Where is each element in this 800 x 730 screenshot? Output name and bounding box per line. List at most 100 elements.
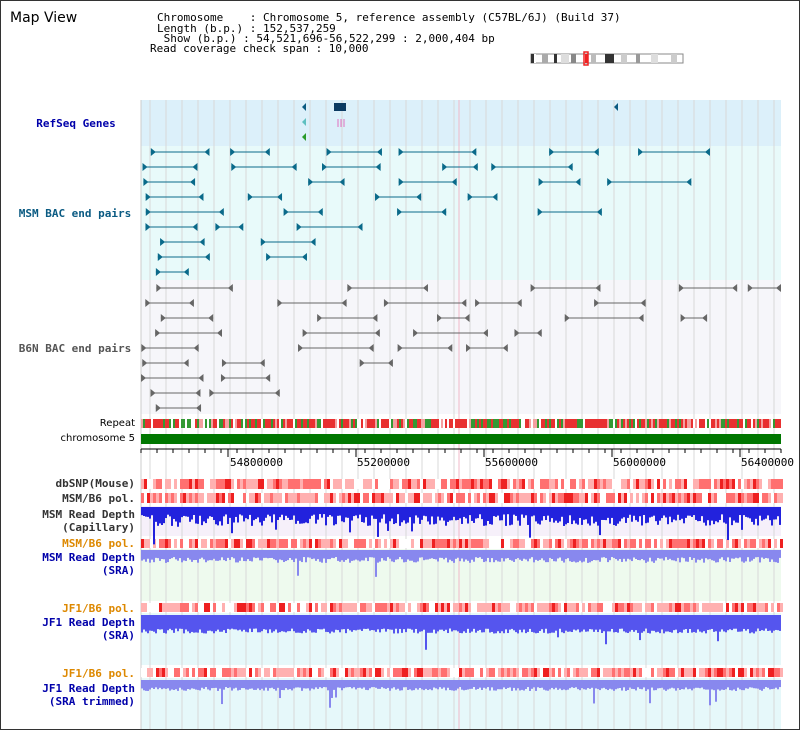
msm-bac-end-marker: [199, 238, 205, 246]
jf1-sra-depth-bar: [361, 615, 363, 631]
jf1-trimmed-pol-cell: [339, 668, 342, 677]
jf1-pol-cell: [417, 603, 420, 612]
msm-pol-cell: [147, 493, 150, 503]
jf1-sra-depth-bar: [569, 615, 571, 632]
msm-sra-depth-bar: [169, 550, 171, 560]
jf1-sra-depth-bar: [285, 615, 287, 633]
msm-sra-depth-bar: [767, 550, 769, 559]
msm-sra-depth-bar: [375, 550, 377, 577]
msm-sra-pol-cell: [312, 539, 315, 548]
msm-capillary-depth-bar: [691, 507, 693, 517]
repeat-segment: [669, 419, 671, 428]
jf1-trimmed-pol-cell: [402, 668, 405, 677]
jf1-pol-cell: [579, 603, 582, 612]
jf1-pol-cell: [474, 603, 477, 612]
msm-sra-depth-bar: [367, 550, 369, 562]
jf1-sra-depth-bar: [169, 615, 171, 629]
msm-pol-cell: [336, 493, 339, 503]
jf1-sra-depth-bar: [419, 615, 421, 632]
jf1-trimmed-depth-bar: [197, 680, 199, 690]
jf1-sra-depth-bar: [277, 615, 279, 633]
msm-capillary-depth-bar: [191, 507, 193, 520]
jf1-trimmed-depth-bar: [189, 680, 191, 690]
jf1-sra-depth-bar: [677, 615, 679, 634]
msm-pol-cell: [252, 493, 255, 503]
msm-sra-depth-bar: [459, 550, 461, 562]
jf1-pol-cell: [402, 603, 405, 612]
b6n-bac-end-marker: [466, 344, 472, 352]
jf1-pol-cell: [351, 603, 354, 612]
msm-pol-cell: [219, 493, 222, 503]
msm-capillary-depth-bar: [145, 507, 147, 517]
track-label-refseq[interactable]: RefSeq Genes: [36, 117, 116, 130]
msm-pol-cell: [141, 493, 144, 503]
jf1-sra-depth-bar: [659, 615, 661, 634]
msm-sra-pol-cell: [345, 539, 348, 548]
jf1-trimmed-depth-bar: [711, 680, 713, 690]
jf1-sra-depth-bar: [301, 615, 303, 634]
msm-sra-depth-bar: [733, 550, 735, 559]
msm-sra-depth-bar: [399, 550, 401, 558]
b6n-bac-end-marker: [317, 314, 323, 322]
msm-bac-end-marker: [218, 208, 224, 216]
b6n-bac-end-marker: [221, 359, 227, 367]
msm-sra-depth-bar: [549, 550, 551, 558]
jf1-trimmed-pol-cell: [363, 668, 366, 677]
repeat-segment: [147, 419, 149, 428]
msm-sra-depth-bar: [219, 550, 221, 561]
repeat-segment: [593, 419, 595, 428]
dbsnp-cell: [507, 479, 510, 489]
msm-sra-pol-cell: [462, 539, 465, 548]
msm-sra-depth-bar: [779, 550, 781, 558]
msm-capillary-depth-bar: [631, 507, 633, 522]
msm-capillary-depth-bar: [251, 507, 253, 526]
jf1-trimmed-depth-bar: [649, 680, 651, 704]
jf1-sra-depth-bar: [253, 615, 255, 629]
msm-pol-cell: [195, 493, 198, 503]
track-label-msm-bac[interactable]: MSM BAC end pairs: [18, 207, 132, 220]
jf1-sra-depth-bar: [631, 615, 633, 630]
jf1-sra-depth-bar: [609, 615, 611, 632]
msm-capillary-depth-bar: [541, 507, 543, 521]
jf1-trimmed-depth-bar: [151, 680, 153, 688]
jf1-trimmed-depth-bar: [635, 680, 637, 691]
repeat-segment: [581, 419, 583, 428]
jf1-trimmed-depth-bar: [583, 680, 585, 690]
msm-pol-cell: [201, 493, 204, 503]
jf1-sra-depth-bar: [183, 615, 185, 634]
jf1-trimmed-pol-cell: [231, 668, 234, 677]
msm-pol-cell: [528, 493, 531, 503]
jf1-trimmed-pol-cell: [738, 668, 741, 677]
msm-pol-cell: [270, 493, 273, 503]
jf1-sra-depth-bar: [495, 615, 497, 634]
jf1-trimmed-depth-bar: [657, 680, 659, 689]
repeat-segment: [721, 419, 723, 428]
msm-sra-pol-cell: [594, 539, 597, 548]
jf1-pol-cell: [186, 603, 189, 612]
msm-pol-cell: [486, 493, 489, 503]
dbsnp-cell: [195, 479, 198, 489]
jf1-trimmed-pol-cell: [294, 668, 297, 677]
msm-sra-pol-cell: [663, 539, 666, 548]
jf1-sra-depth-bar: [213, 615, 215, 634]
msm-bac-end-marker: [190, 178, 196, 186]
jf1-trimmed-pol-cell: [273, 668, 276, 677]
msm-pol-cell: [741, 493, 744, 503]
repeat-segment: [391, 419, 393, 428]
msm-capillary-depth-bar: [669, 507, 671, 517]
jf1-pol-cell: [273, 603, 276, 612]
b6n-bac-end-marker: [502, 344, 508, 352]
dbsnp-cell: [606, 479, 609, 489]
repeat-segment: [201, 419, 203, 428]
msm-sra-pol-cell: [750, 539, 753, 548]
jf1-trimmed-depth-bar: [159, 680, 161, 688]
track-label-b6n-bac[interactable]: B6N BAC end pairs: [18, 342, 132, 355]
msm-sra-depth-bar: [695, 550, 697, 563]
msm-capillary-depth-bar: [261, 507, 263, 526]
jf1-pol-cell: [750, 603, 753, 612]
jf1-trimmed-depth-bar: [349, 680, 351, 688]
msm-capillary-depth-bar: [693, 507, 695, 516]
jf1-pol-cell: [684, 603, 687, 612]
repeat-segment: [681, 419, 683, 428]
